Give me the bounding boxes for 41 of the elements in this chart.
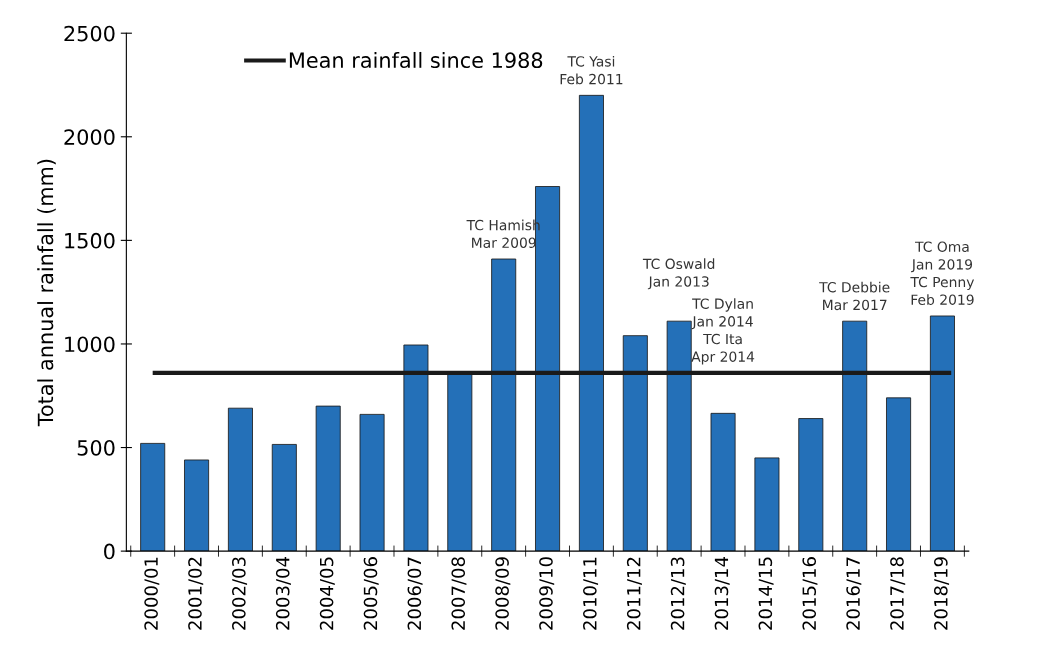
annotation: TC Oma Jan 2019 TC Penny Feb 2019 [910,241,975,305]
x-tick-label: 2007/08 [451,557,467,630]
bar [140,442,166,552]
x-tick-label: 2003/04 [275,556,291,630]
y-tick-label: 0 [104,543,115,560]
y-tick-label: 1500 [65,232,115,249]
x-tick-label: 2011/12 [626,557,642,630]
x-tick-label: 2015/16 [802,557,818,630]
x-tick-label: 2000/01 [144,557,160,630]
x-tick-label: 2018/19 [934,557,950,630]
x-tick-label: 2014/15 [758,557,774,630]
bar [315,405,341,552]
annotation: TC Yasi Feb 2011 [560,55,623,85]
bar [798,418,824,552]
annotation: TC Debbie Mar 2017 [819,281,890,311]
x-tick-label: 2005/06 [363,557,379,630]
x-tick-label: 2012/13 [670,557,686,630]
x-tick-label: 2017/18 [890,557,906,630]
x-tick-label: 2002/03 [232,557,248,630]
y-tick-label: 1000 [65,336,115,353]
y-tick-label: 2000 [64,129,115,145]
y-tick-label: 500 [77,439,115,456]
annotation: TC Oswald Jan 2013 [642,258,715,290]
x-tick-label: 2016/17 [846,557,862,630]
y-axis-title: Total annual rainfall (mm) [37,159,56,427]
x-tick-label: 2006/07 [407,557,423,630]
bar [754,457,780,552]
x-tick-label: 2001/02 [188,557,204,630]
x-tick-label: 2009/10 [539,557,555,630]
bar [227,407,253,552]
bar [886,397,912,552]
x-tick-label: 2004/05 [319,557,335,630]
bar [359,413,385,552]
x-tick-label: 2008/09 [495,557,511,630]
legend-label: Mean rainfall since 1988 [289,51,543,69]
y-tick-label: 2500 [64,25,115,42]
bar [710,412,736,552]
x-tick-label: 2010/11 [583,557,599,630]
bar [271,444,297,552]
bar [184,459,210,552]
x-tick-label: 2013/14 [714,556,730,630]
